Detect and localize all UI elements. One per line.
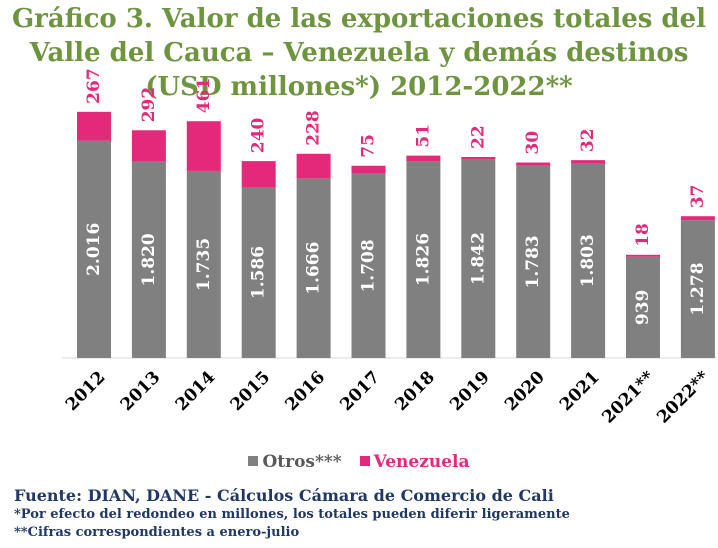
bar-venezuela-2013 [131, 130, 166, 162]
x-tick-label-2017: 2017 [336, 367, 384, 415]
data-label-otros-2016: 1.666 [304, 242, 324, 295]
data-label-otros-2021**: 939 [633, 290, 653, 326]
bar-otros-2017 [351, 173, 386, 358]
data-label-venezuela-2018: 51 [413, 124, 433, 148]
x-tick-label-2021**: 2021** [598, 367, 658, 427]
bar-venezuela-2014 [186, 121, 221, 171]
chart-legend: Otros*** Venezuela [0, 452, 718, 472]
x-tick-label-2012: 2012 [62, 367, 110, 415]
legend-label-venezuela: Venezuela [373, 452, 470, 472]
data-label-otros-2019: 1.842 [468, 232, 488, 285]
bar-venezuela-2021** [626, 254, 660, 257]
bar-venezuela-2018 [406, 155, 441, 162]
legend-swatch-otros [248, 456, 259, 466]
data-label-otros-2017: 1.708 [359, 239, 379, 292]
data-label-otros-2018: 1.826 [413, 233, 433, 286]
x-tick-label-2018: 2018 [391, 367, 439, 415]
bar-otros-2012 [77, 140, 111, 358]
bar-otros-2013 [131, 161, 166, 358]
data-label-otros-2012: 2.016 [84, 223, 104, 276]
data-label-otros-2020: 1.783 [523, 235, 543, 288]
data-label-venezuela-2017: 75 [359, 134, 379, 158]
data-label-venezuela-2015: 240 [249, 117, 269, 153]
legend-item-otros: Otros*** [248, 452, 342, 472]
bar-otros-2014 [186, 170, 221, 358]
data-label-otros-2013: 1.820 [139, 233, 159, 286]
source-note: Fuente: DIAN, DANE - Cálculos Cámara de … [14, 486, 554, 505]
x-tick-label-2014: 2014 [172, 367, 220, 415]
chart-title-line-2: Valle del Cauca – Venezuela y demás dest… [29, 38, 689, 68]
data-label-otros-2022**: 1.278 [688, 262, 708, 315]
chart-notes: Fuente: DIAN, DANE - Cálculos Cámara de … [14, 486, 570, 542]
x-tick-label-2020: 2020 [501, 367, 549, 415]
x-tick-label-2019: 2019 [446, 367, 494, 415]
bar-venezuela-2012 [77, 111, 111, 141]
period-note: **Cifras correspondientes a enero-julio [14, 525, 300, 540]
x-tick-label-2021: 2021 [556, 367, 604, 415]
x-tick-label-2016: 2016 [282, 367, 330, 415]
data-label-venezuela-2012: 267 [84, 68, 104, 104]
bar-otros-2021** [626, 256, 660, 358]
x-tick-label-2015: 2015 [227, 367, 275, 415]
data-label-venezuela-2020: 30 [523, 131, 543, 155]
data-label-otros-2015: 1.586 [249, 246, 269, 299]
data-label-otros-2021: 1.803 [578, 234, 598, 287]
data-label-venezuela-2013: 292 [139, 87, 159, 123]
data-label-venezuela-2021: 32 [578, 128, 598, 152]
x-tick-label-2022**: 2022** [653, 367, 713, 427]
chart-title: Gráfico 3. Valor de las exportaciones to… [0, 2, 718, 104]
legend-label-otros: Otros*** [262, 452, 342, 472]
bar-venezuela-2019 [461, 157, 496, 160]
bar-venezuela-2022** [680, 216, 715, 221]
data-label-venezuela-2022**: 37 [688, 185, 708, 209]
bar-otros-2016 [296, 178, 331, 358]
legend-item-venezuela: Venezuela [359, 452, 470, 472]
data-label-otros-2014: 1.735 [194, 238, 214, 291]
bar-venezuela-2020 [516, 162, 551, 166]
rounding-note: *Por efecto del redondeo en millones, lo… [14, 507, 570, 522]
chart-title-line-3: (USD millones*) 2012-2022** [145, 72, 573, 102]
bar-otros-2022** [680, 220, 715, 358]
bar-otros-2020 [516, 165, 551, 358]
x-tick-label-2013: 2013 [117, 367, 165, 415]
bar-otros-2018 [406, 161, 441, 358]
stacked-bar-chart: 2.016 267 2012 1.820 292 2013 1.735 461 2014 1.58… [62, 68, 716, 428]
data-label-venezuela-2019: 22 [468, 125, 488, 149]
chart-title-line-1: Gráfico 3. Valor de las exportaciones to… [11, 4, 707, 34]
data-label-venezuela-2016: 228 [304, 110, 324, 146]
bar-otros-2019 [461, 159, 496, 358]
bar-venezuela-2017 [351, 165, 386, 174]
bar-otros-2015 [241, 186, 276, 358]
bar-venezuela-2021 [571, 160, 606, 164]
data-label-venezuela-2014: 461 [194, 78, 214, 114]
bar-venezuela-2016 [296, 153, 331, 179]
bar-venezuela-2015 [241, 161, 276, 187]
data-label-venezuela-2021**: 18 [633, 223, 653, 247]
bar-otros-2021 [571, 163, 606, 358]
legend-swatch-venezuela [359, 456, 370, 466]
